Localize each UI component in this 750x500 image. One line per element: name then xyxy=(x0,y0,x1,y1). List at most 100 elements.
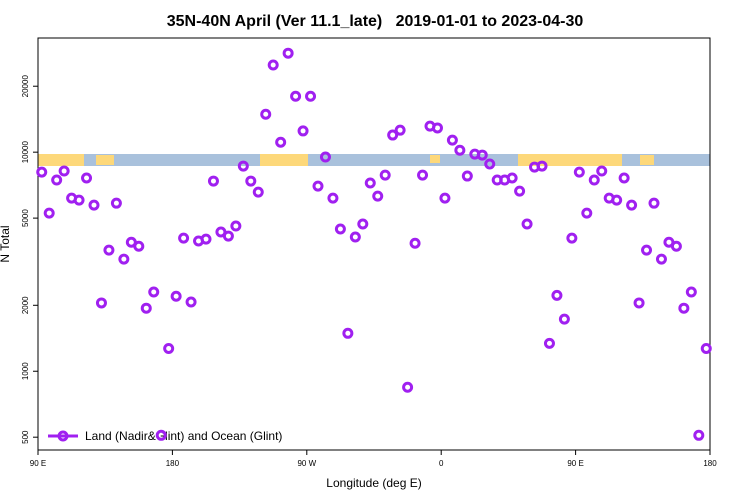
point xyxy=(693,429,705,441)
point xyxy=(641,244,653,256)
point xyxy=(178,232,190,244)
point xyxy=(551,289,563,301)
point xyxy=(618,172,630,184)
point xyxy=(237,160,249,172)
point xyxy=(446,134,458,146)
y-tick-label: 10000 xyxy=(21,140,30,163)
point xyxy=(290,90,302,102)
point xyxy=(670,240,682,252)
legend-label: Land (Nadir&Glint) and Ocean (Glint) xyxy=(85,429,282,443)
point xyxy=(58,165,70,177)
point xyxy=(327,192,339,204)
point xyxy=(334,223,346,235)
point xyxy=(633,297,645,309)
point xyxy=(588,174,600,186)
point xyxy=(88,199,100,211)
point xyxy=(655,253,667,265)
y-tick-label: 5000 xyxy=(21,209,30,227)
point xyxy=(439,192,451,204)
x-tick-label: 90 W xyxy=(297,459,316,468)
point xyxy=(566,232,578,244)
point xyxy=(118,253,130,265)
point xyxy=(409,237,421,249)
y-tick-label: 20000 xyxy=(21,75,30,98)
y-tick-label: 500 xyxy=(21,430,30,444)
point xyxy=(155,429,167,441)
point xyxy=(110,197,122,209)
point xyxy=(402,381,414,393)
x-tick-label: 0 xyxy=(439,459,444,468)
point xyxy=(476,149,488,161)
point xyxy=(431,122,443,134)
point xyxy=(95,297,107,309)
point xyxy=(260,108,272,120)
point xyxy=(536,160,548,172)
point xyxy=(394,124,406,136)
point xyxy=(133,240,145,252)
y-tick-label: 2000 xyxy=(21,296,30,314)
point xyxy=(267,59,279,71)
point xyxy=(51,174,63,186)
point xyxy=(185,296,197,308)
point xyxy=(521,218,533,230)
point xyxy=(454,144,466,156)
point xyxy=(387,129,399,141)
point xyxy=(678,302,690,314)
point xyxy=(148,286,160,298)
point xyxy=(461,170,473,182)
point xyxy=(230,220,242,232)
point xyxy=(305,90,317,102)
point xyxy=(312,180,324,192)
point xyxy=(514,185,526,197)
point xyxy=(252,186,264,198)
point xyxy=(81,172,93,184)
point xyxy=(349,231,361,243)
point xyxy=(170,290,182,302)
point xyxy=(543,337,555,349)
point xyxy=(417,169,429,181)
point xyxy=(282,47,294,59)
point xyxy=(36,166,48,178)
x-axis-label: Longitude (deg E) xyxy=(326,476,421,490)
chart-title: 35N-40N April (Ver 11.1_late) 2019-01-01… xyxy=(167,13,584,30)
legend-marker xyxy=(57,430,69,442)
point xyxy=(297,125,309,137)
point xyxy=(484,158,496,170)
map-band xyxy=(38,154,710,166)
point xyxy=(573,166,585,178)
point xyxy=(626,199,638,211)
point xyxy=(379,169,391,181)
x-tick-label: 180 xyxy=(166,459,180,468)
point xyxy=(581,207,593,219)
x-tick-label: 90 E xyxy=(567,459,583,468)
point xyxy=(140,302,152,314)
y-tick-label: 1000 xyxy=(21,362,30,380)
point xyxy=(73,194,85,206)
point xyxy=(364,177,376,189)
point xyxy=(342,327,354,339)
point xyxy=(43,207,55,219)
x-tick-label: 180 xyxy=(703,459,717,468)
point xyxy=(103,244,115,256)
point xyxy=(200,233,212,245)
point xyxy=(596,165,608,177)
point xyxy=(222,230,234,242)
point xyxy=(558,313,570,325)
point xyxy=(245,175,257,187)
point xyxy=(648,197,660,209)
plot-frame xyxy=(37,37,711,451)
point xyxy=(207,175,219,187)
point xyxy=(611,194,623,206)
point xyxy=(275,136,287,148)
point xyxy=(700,342,712,354)
point xyxy=(163,342,175,354)
y-axis-label: N Total xyxy=(0,225,12,262)
point xyxy=(357,218,369,230)
x-tick-label: 90 E xyxy=(30,459,46,468)
legend: Land (Nadir&Glint) and Ocean (Glint) xyxy=(48,429,282,443)
point xyxy=(685,286,697,298)
point xyxy=(319,151,331,163)
point xyxy=(506,172,518,184)
point xyxy=(372,190,384,202)
